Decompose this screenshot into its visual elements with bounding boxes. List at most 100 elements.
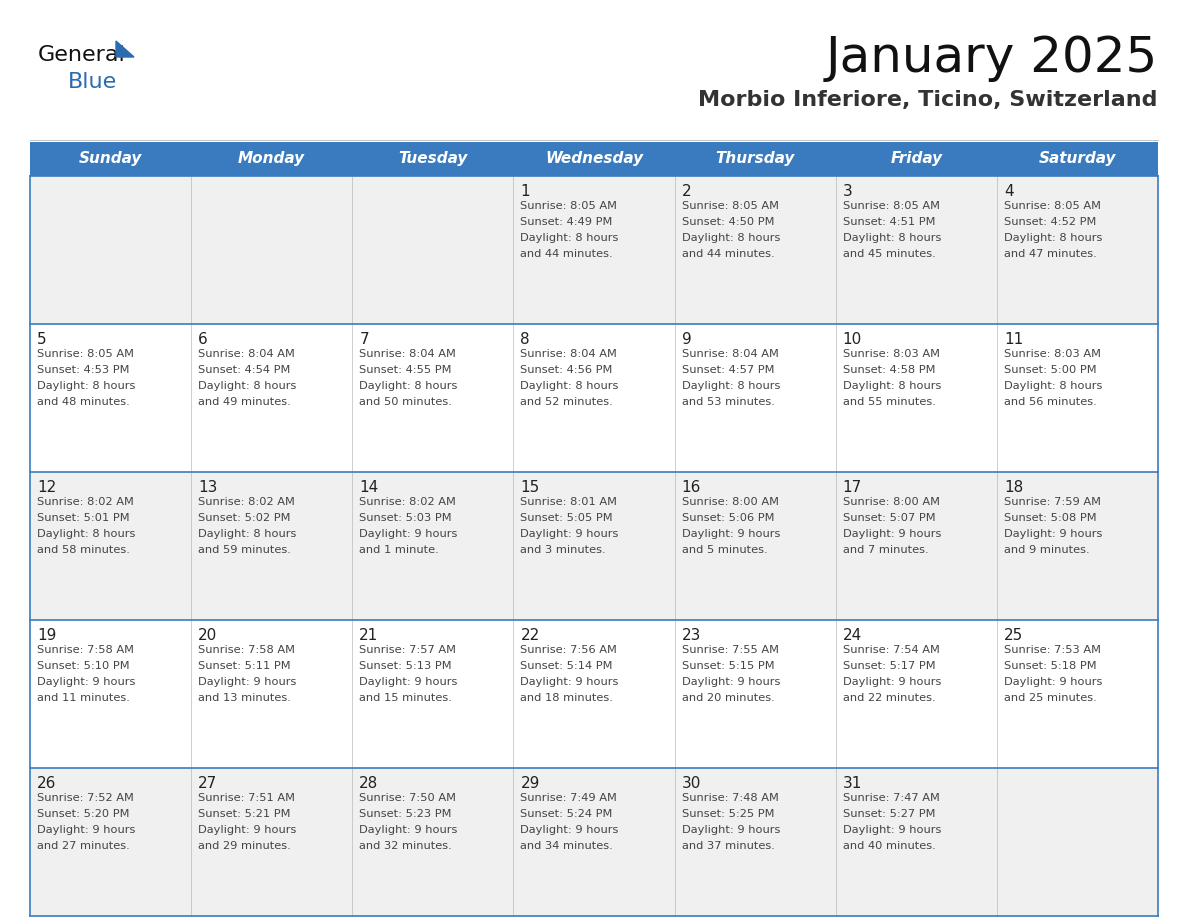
- Text: Sunrise: 7:51 AM: Sunrise: 7:51 AM: [198, 793, 295, 803]
- Text: 26: 26: [37, 776, 56, 791]
- Text: 22: 22: [520, 628, 539, 643]
- Text: Sunset: 4:55 PM: Sunset: 4:55 PM: [359, 365, 451, 375]
- Text: Sunset: 5:13 PM: Sunset: 5:13 PM: [359, 661, 451, 671]
- Text: Sunrise: 8:03 AM: Sunrise: 8:03 AM: [842, 349, 940, 359]
- Text: Sunset: 5:17 PM: Sunset: 5:17 PM: [842, 661, 935, 671]
- Text: 29: 29: [520, 776, 539, 791]
- Text: Sunset: 5:08 PM: Sunset: 5:08 PM: [1004, 513, 1097, 523]
- Text: Sunset: 5:24 PM: Sunset: 5:24 PM: [520, 809, 613, 819]
- Text: 17: 17: [842, 480, 862, 495]
- Text: Sunrise: 8:05 AM: Sunrise: 8:05 AM: [520, 201, 618, 211]
- Text: Sunrise: 8:00 AM: Sunrise: 8:00 AM: [842, 497, 940, 507]
- Text: 27: 27: [198, 776, 217, 791]
- Text: Sunset: 5:10 PM: Sunset: 5:10 PM: [37, 661, 129, 671]
- Text: Sunrise: 8:04 AM: Sunrise: 8:04 AM: [682, 349, 778, 359]
- Text: Daylight: 8 hours: Daylight: 8 hours: [1004, 233, 1102, 243]
- Text: Sunset: 5:25 PM: Sunset: 5:25 PM: [682, 809, 775, 819]
- Text: Sunset: 5:01 PM: Sunset: 5:01 PM: [37, 513, 129, 523]
- Text: and 49 minutes.: and 49 minutes.: [198, 397, 291, 407]
- Text: 18: 18: [1004, 480, 1023, 495]
- Text: and 25 minutes.: and 25 minutes.: [1004, 693, 1097, 703]
- Text: Sunrise: 8:01 AM: Sunrise: 8:01 AM: [520, 497, 618, 507]
- Text: 28: 28: [359, 776, 379, 791]
- Text: and 15 minutes.: and 15 minutes.: [359, 693, 453, 703]
- Text: Sunrise: 8:03 AM: Sunrise: 8:03 AM: [1004, 349, 1101, 359]
- Text: and 1 minute.: and 1 minute.: [359, 545, 440, 555]
- Text: and 56 minutes.: and 56 minutes.: [1004, 397, 1097, 407]
- Text: and 59 minutes.: and 59 minutes.: [198, 545, 291, 555]
- Text: Sunrise: 8:04 AM: Sunrise: 8:04 AM: [520, 349, 618, 359]
- Bar: [30, 324, 1158, 472]
- Text: 11: 11: [1004, 332, 1023, 347]
- Text: Sunrise: 7:50 AM: Sunrise: 7:50 AM: [359, 793, 456, 803]
- Text: Sunrise: 7:58 AM: Sunrise: 7:58 AM: [198, 645, 295, 655]
- Text: Daylight: 8 hours: Daylight: 8 hours: [1004, 381, 1102, 391]
- Text: Sunset: 4:53 PM: Sunset: 4:53 PM: [37, 365, 129, 375]
- Text: Sunset: 5:05 PM: Sunset: 5:05 PM: [520, 513, 613, 523]
- Text: Daylight: 9 hours: Daylight: 9 hours: [682, 529, 781, 539]
- Text: Daylight: 8 hours: Daylight: 8 hours: [842, 381, 941, 391]
- Text: and 29 minutes.: and 29 minutes.: [198, 841, 291, 851]
- Text: Sunset: 5:02 PM: Sunset: 5:02 PM: [198, 513, 291, 523]
- Text: Sunrise: 7:55 AM: Sunrise: 7:55 AM: [682, 645, 778, 655]
- Text: Sunset: 4:57 PM: Sunset: 4:57 PM: [682, 365, 775, 375]
- Text: Sunset: 4:58 PM: Sunset: 4:58 PM: [842, 365, 935, 375]
- Text: and 47 minutes.: and 47 minutes.: [1004, 249, 1097, 259]
- Text: Sunday: Sunday: [78, 151, 143, 166]
- Text: Sunrise: 7:49 AM: Sunrise: 7:49 AM: [520, 793, 618, 803]
- Text: Sunset: 5:00 PM: Sunset: 5:00 PM: [1004, 365, 1097, 375]
- Text: and 18 minutes.: and 18 minutes.: [520, 693, 613, 703]
- Text: Sunrise: 7:56 AM: Sunrise: 7:56 AM: [520, 645, 618, 655]
- Text: Daylight: 9 hours: Daylight: 9 hours: [359, 529, 457, 539]
- Text: Daylight: 8 hours: Daylight: 8 hours: [842, 233, 941, 243]
- Text: and 53 minutes.: and 53 minutes.: [682, 397, 775, 407]
- Text: Sunset: 5:15 PM: Sunset: 5:15 PM: [682, 661, 775, 671]
- Text: and 40 minutes.: and 40 minutes.: [842, 841, 935, 851]
- Text: 4: 4: [1004, 184, 1013, 199]
- Text: Daylight: 8 hours: Daylight: 8 hours: [682, 381, 781, 391]
- Text: Daylight: 9 hours: Daylight: 9 hours: [37, 825, 135, 835]
- Bar: [30, 768, 1158, 916]
- Text: 1: 1: [520, 184, 530, 199]
- Text: Sunrise: 7:57 AM: Sunrise: 7:57 AM: [359, 645, 456, 655]
- Text: Sunset: 4:54 PM: Sunset: 4:54 PM: [198, 365, 291, 375]
- Text: 12: 12: [37, 480, 56, 495]
- Text: Sunset: 4:56 PM: Sunset: 4:56 PM: [520, 365, 613, 375]
- Text: 6: 6: [198, 332, 208, 347]
- Text: Sunrise: 7:58 AM: Sunrise: 7:58 AM: [37, 645, 134, 655]
- Text: Sunset: 5:07 PM: Sunset: 5:07 PM: [842, 513, 935, 523]
- Text: and 44 minutes.: and 44 minutes.: [520, 249, 613, 259]
- Text: Sunrise: 8:02 AM: Sunrise: 8:02 AM: [359, 497, 456, 507]
- Text: and 9 minutes.: and 9 minutes.: [1004, 545, 1089, 555]
- Text: Sunrise: 7:47 AM: Sunrise: 7:47 AM: [842, 793, 940, 803]
- Text: Sunset: 5:18 PM: Sunset: 5:18 PM: [1004, 661, 1097, 671]
- Text: 15: 15: [520, 480, 539, 495]
- Text: 3: 3: [842, 184, 853, 199]
- Text: and 55 minutes.: and 55 minutes.: [842, 397, 936, 407]
- Text: Sunset: 4:51 PM: Sunset: 4:51 PM: [842, 217, 935, 227]
- Text: Daylight: 9 hours: Daylight: 9 hours: [842, 529, 941, 539]
- Text: Daylight: 8 hours: Daylight: 8 hours: [520, 233, 619, 243]
- Text: and 44 minutes.: and 44 minutes.: [682, 249, 775, 259]
- Text: Daylight: 8 hours: Daylight: 8 hours: [198, 381, 297, 391]
- Text: Daylight: 9 hours: Daylight: 9 hours: [520, 677, 619, 687]
- Text: Sunset: 4:52 PM: Sunset: 4:52 PM: [1004, 217, 1097, 227]
- Text: Saturday: Saturday: [1038, 151, 1117, 166]
- Text: and 37 minutes.: and 37 minutes.: [682, 841, 775, 851]
- Text: Daylight: 9 hours: Daylight: 9 hours: [359, 825, 457, 835]
- Text: 9: 9: [682, 332, 691, 347]
- Text: and 50 minutes.: and 50 minutes.: [359, 397, 453, 407]
- Text: and 7 minutes.: and 7 minutes.: [842, 545, 928, 555]
- Text: Thursday: Thursday: [715, 151, 795, 166]
- Bar: [30, 472, 1158, 620]
- Text: Sunrise: 7:52 AM: Sunrise: 7:52 AM: [37, 793, 134, 803]
- Text: 5: 5: [37, 332, 46, 347]
- Text: 21: 21: [359, 628, 379, 643]
- Text: Daylight: 9 hours: Daylight: 9 hours: [682, 677, 781, 687]
- Text: Monday: Monday: [238, 151, 305, 166]
- Text: Sunset: 5:20 PM: Sunset: 5:20 PM: [37, 809, 129, 819]
- Text: Tuesday: Tuesday: [398, 151, 468, 166]
- Text: and 45 minutes.: and 45 minutes.: [842, 249, 935, 259]
- Bar: [30, 142, 1158, 176]
- Text: and 27 minutes.: and 27 minutes.: [37, 841, 129, 851]
